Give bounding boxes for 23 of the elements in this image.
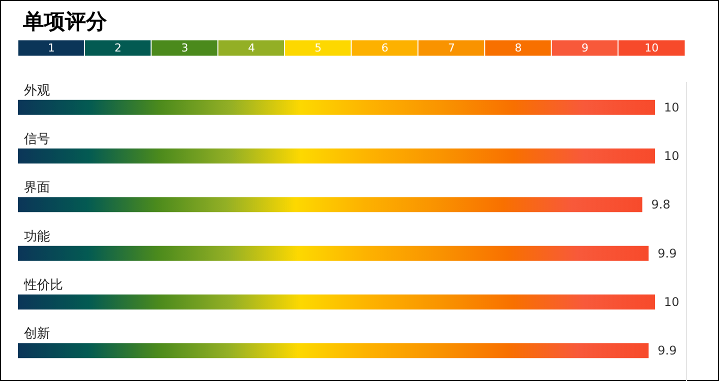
data-label: 5 <box>314 42 322 54</box>
y-tick-label: 界面 <box>24 180 50 196</box>
data-label: 9.9 <box>658 246 677 260</box>
data-label: 7 <box>448 42 456 54</box>
data-label: 10 <box>644 42 659 54</box>
data-label: 6 <box>381 42 388 54</box>
y-tick-label: 创新 <box>24 326 50 342</box>
data-label: 10 <box>664 295 680 309</box>
data-label: 2 <box>114 42 122 54</box>
data-label: 10 <box>664 100 680 114</box>
data-label: 10 <box>664 149 680 163</box>
data-label: 1 <box>48 42 55 54</box>
y-tick-label: 性价比 <box>23 278 63 293</box>
data-label: 4 <box>248 42 255 54</box>
data-label: 9.8 <box>651 198 670 212</box>
data-label: 8 <box>514 42 522 54</box>
chart-title: 单项评分 <box>22 10 108 34</box>
data-label: 9 <box>581 42 588 54</box>
data-label: 3 <box>181 42 188 54</box>
y-tick-label: 外观 <box>24 83 50 98</box>
y-tick-label: 信号 <box>24 132 50 147</box>
data-label: 9.9 <box>658 344 677 358</box>
y-tick-label: 功能 <box>24 229 50 244</box>
